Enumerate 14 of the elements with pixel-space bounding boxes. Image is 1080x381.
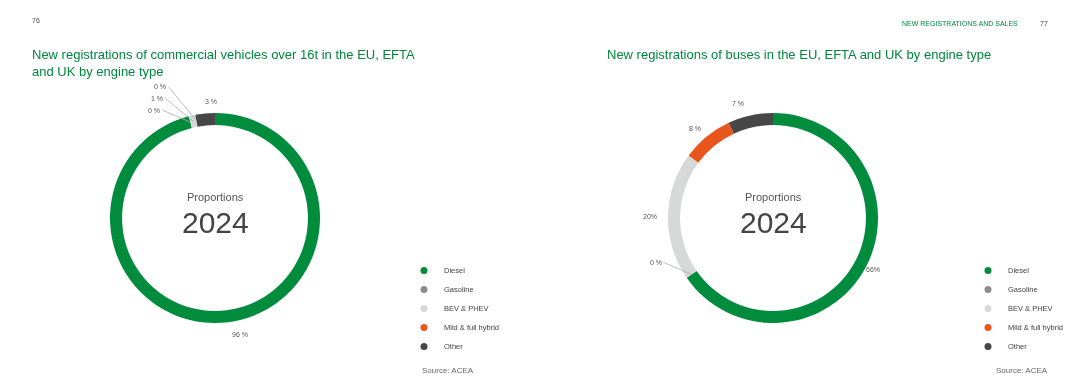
donut-slice xyxy=(668,155,699,278)
chart-title: New registrations of commercial vehicles over 16t in the EU, EFTA and UK by engine type xyxy=(32,47,415,79)
text: 2024 xyxy=(740,206,807,239)
donut-slice xyxy=(728,113,773,134)
source-note: Source: ACEA xyxy=(996,366,1048,375)
text: Proportions xyxy=(745,191,802,203)
donut-slice xyxy=(688,122,734,163)
chart-title: New registrations of buses in the EU, EFTA and UK by engine type xyxy=(607,47,992,62)
text: 2024 xyxy=(182,206,249,239)
donut-slice xyxy=(195,113,215,127)
source-note: Source: ACEA xyxy=(422,366,474,375)
donut-slice xyxy=(110,113,320,323)
donut-slice xyxy=(686,113,878,323)
text: Proportions xyxy=(187,191,244,203)
